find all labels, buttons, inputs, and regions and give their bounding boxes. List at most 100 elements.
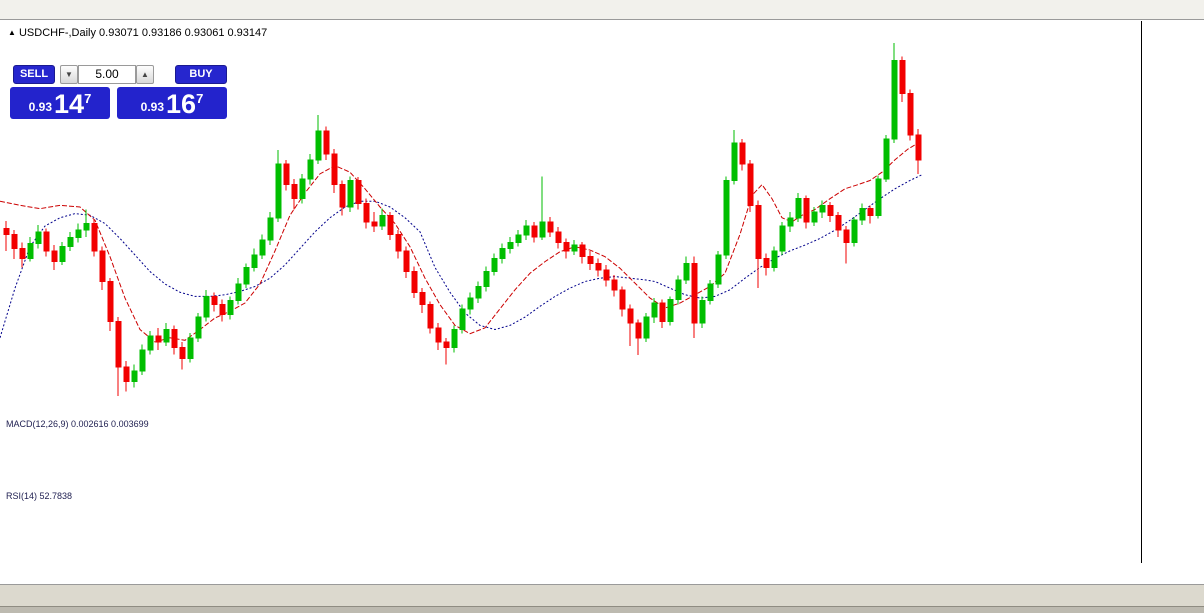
candle	[859, 203, 866, 226]
candle	[483, 266, 490, 292]
candle	[315, 115, 322, 164]
candle	[595, 258, 602, 277]
candle	[907, 89, 914, 141]
symbol-header: ▲ USDCHF-,Daily 0.93071 0.93186 0.93061 …	[8, 27, 267, 39]
volume-up-button[interactable]: ▲	[136, 65, 154, 84]
ask-price-button[interactable]: 0.93 16 7	[117, 87, 227, 119]
candle	[803, 195, 810, 229]
candle	[723, 176, 730, 260]
candle	[475, 281, 482, 304]
candle	[819, 200, 826, 218]
price-chart-canvas[interactable]	[0, 21, 1141, 415]
candle	[811, 206, 818, 227]
candle	[139, 344, 146, 376]
candle	[291, 178, 298, 210]
candle	[747, 159, 754, 212]
candle	[107, 278, 114, 332]
price-axis	[1141, 21, 1204, 563]
candle	[163, 322, 170, 347]
candle	[275, 149, 282, 222]
candle	[307, 153, 314, 185]
candle	[515, 230, 522, 247]
candle	[443, 337, 450, 365]
candle	[371, 211, 378, 232]
candle	[467, 292, 474, 315]
candle	[147, 331, 154, 355]
candle	[763, 253, 770, 276]
candle	[779, 221, 786, 256]
candle	[659, 299, 666, 328]
candle	[795, 192, 802, 222]
candle	[75, 223, 82, 243]
buy-button[interactable]: BUY	[175, 65, 227, 84]
candle	[363, 198, 370, 229]
candle	[827, 202, 834, 222]
bid-sup: 7	[84, 91, 92, 106]
candle	[899, 56, 906, 102]
volume-down-button[interactable]: ▼	[60, 65, 78, 84]
candle	[891, 43, 898, 144]
candle	[651, 298, 658, 323]
chart-area[interactable]: ▲ USDCHF-,Daily 0.93071 0.93186 0.93061 …	[0, 21, 1204, 563]
candle	[867, 205, 874, 224]
candle	[755, 200, 762, 289]
candle	[195, 312, 202, 342]
candle	[691, 256, 698, 338]
candle	[211, 292, 218, 312]
candle	[603, 264, 610, 287]
sell-button[interactable]: SELL	[13, 65, 55, 84]
ask-big: 16	[166, 89, 197, 119]
date-axis	[0, 563, 1204, 584]
candle	[627, 304, 634, 347]
macd-label: MACD(12,26,9) 0.002616 0.003699	[6, 419, 149, 429]
macd-panel-canvas[interactable]	[0, 414, 1141, 488]
candle	[67, 231, 74, 251]
candle	[131, 364, 138, 388]
candle	[563, 238, 570, 259]
candle	[331, 149, 338, 193]
ask-sup: 7	[196, 91, 204, 106]
candle	[571, 240, 578, 256]
rsi-panel-canvas[interactable]	[0, 487, 1141, 563]
candle	[619, 286, 626, 317]
candle	[227, 296, 234, 320]
candle	[427, 301, 434, 334]
candle	[219, 299, 226, 322]
candle	[339, 180, 346, 216]
bid-price-button[interactable]: 0.93 14 7	[10, 87, 110, 119]
candle	[83, 209, 90, 237]
candle	[11, 230, 18, 260]
bottom-status-strip	[0, 606, 1204, 613]
bid-big: 14	[54, 89, 85, 119]
candle	[91, 220, 98, 257]
ask-prefix: 0.93	[140, 100, 165, 114]
timeframe-toolbar	[0, 0, 1204, 20]
candle	[715, 250, 722, 289]
candle	[683, 256, 690, 284]
volume-input[interactable]: 5.00	[78, 65, 136, 84]
candle	[507, 236, 514, 254]
one-click-trade-panel: SELL ▼ 5.00 ▲ BUY 0.93 14 7 0.93 16 7	[8, 42, 232, 119]
candle	[411, 266, 418, 299]
candle	[235, 278, 242, 305]
candle	[3, 221, 10, 251]
candle	[299, 173, 306, 204]
candle	[643, 312, 650, 342]
candle	[171, 325, 178, 355]
candle	[707, 279, 714, 305]
candle	[699, 296, 706, 328]
bid-prefix: 0.93	[28, 100, 53, 114]
candle	[787, 211, 794, 232]
candle	[587, 250, 594, 270]
candle	[667, 296, 674, 326]
candle	[531, 221, 538, 243]
candle	[875, 175, 882, 219]
candle	[491, 253, 498, 276]
candle	[883, 134, 890, 183]
candle	[187, 332, 194, 363]
candle	[395, 230, 402, 259]
candle	[435, 322, 442, 351]
candle	[731, 129, 738, 185]
candle	[35, 225, 42, 249]
